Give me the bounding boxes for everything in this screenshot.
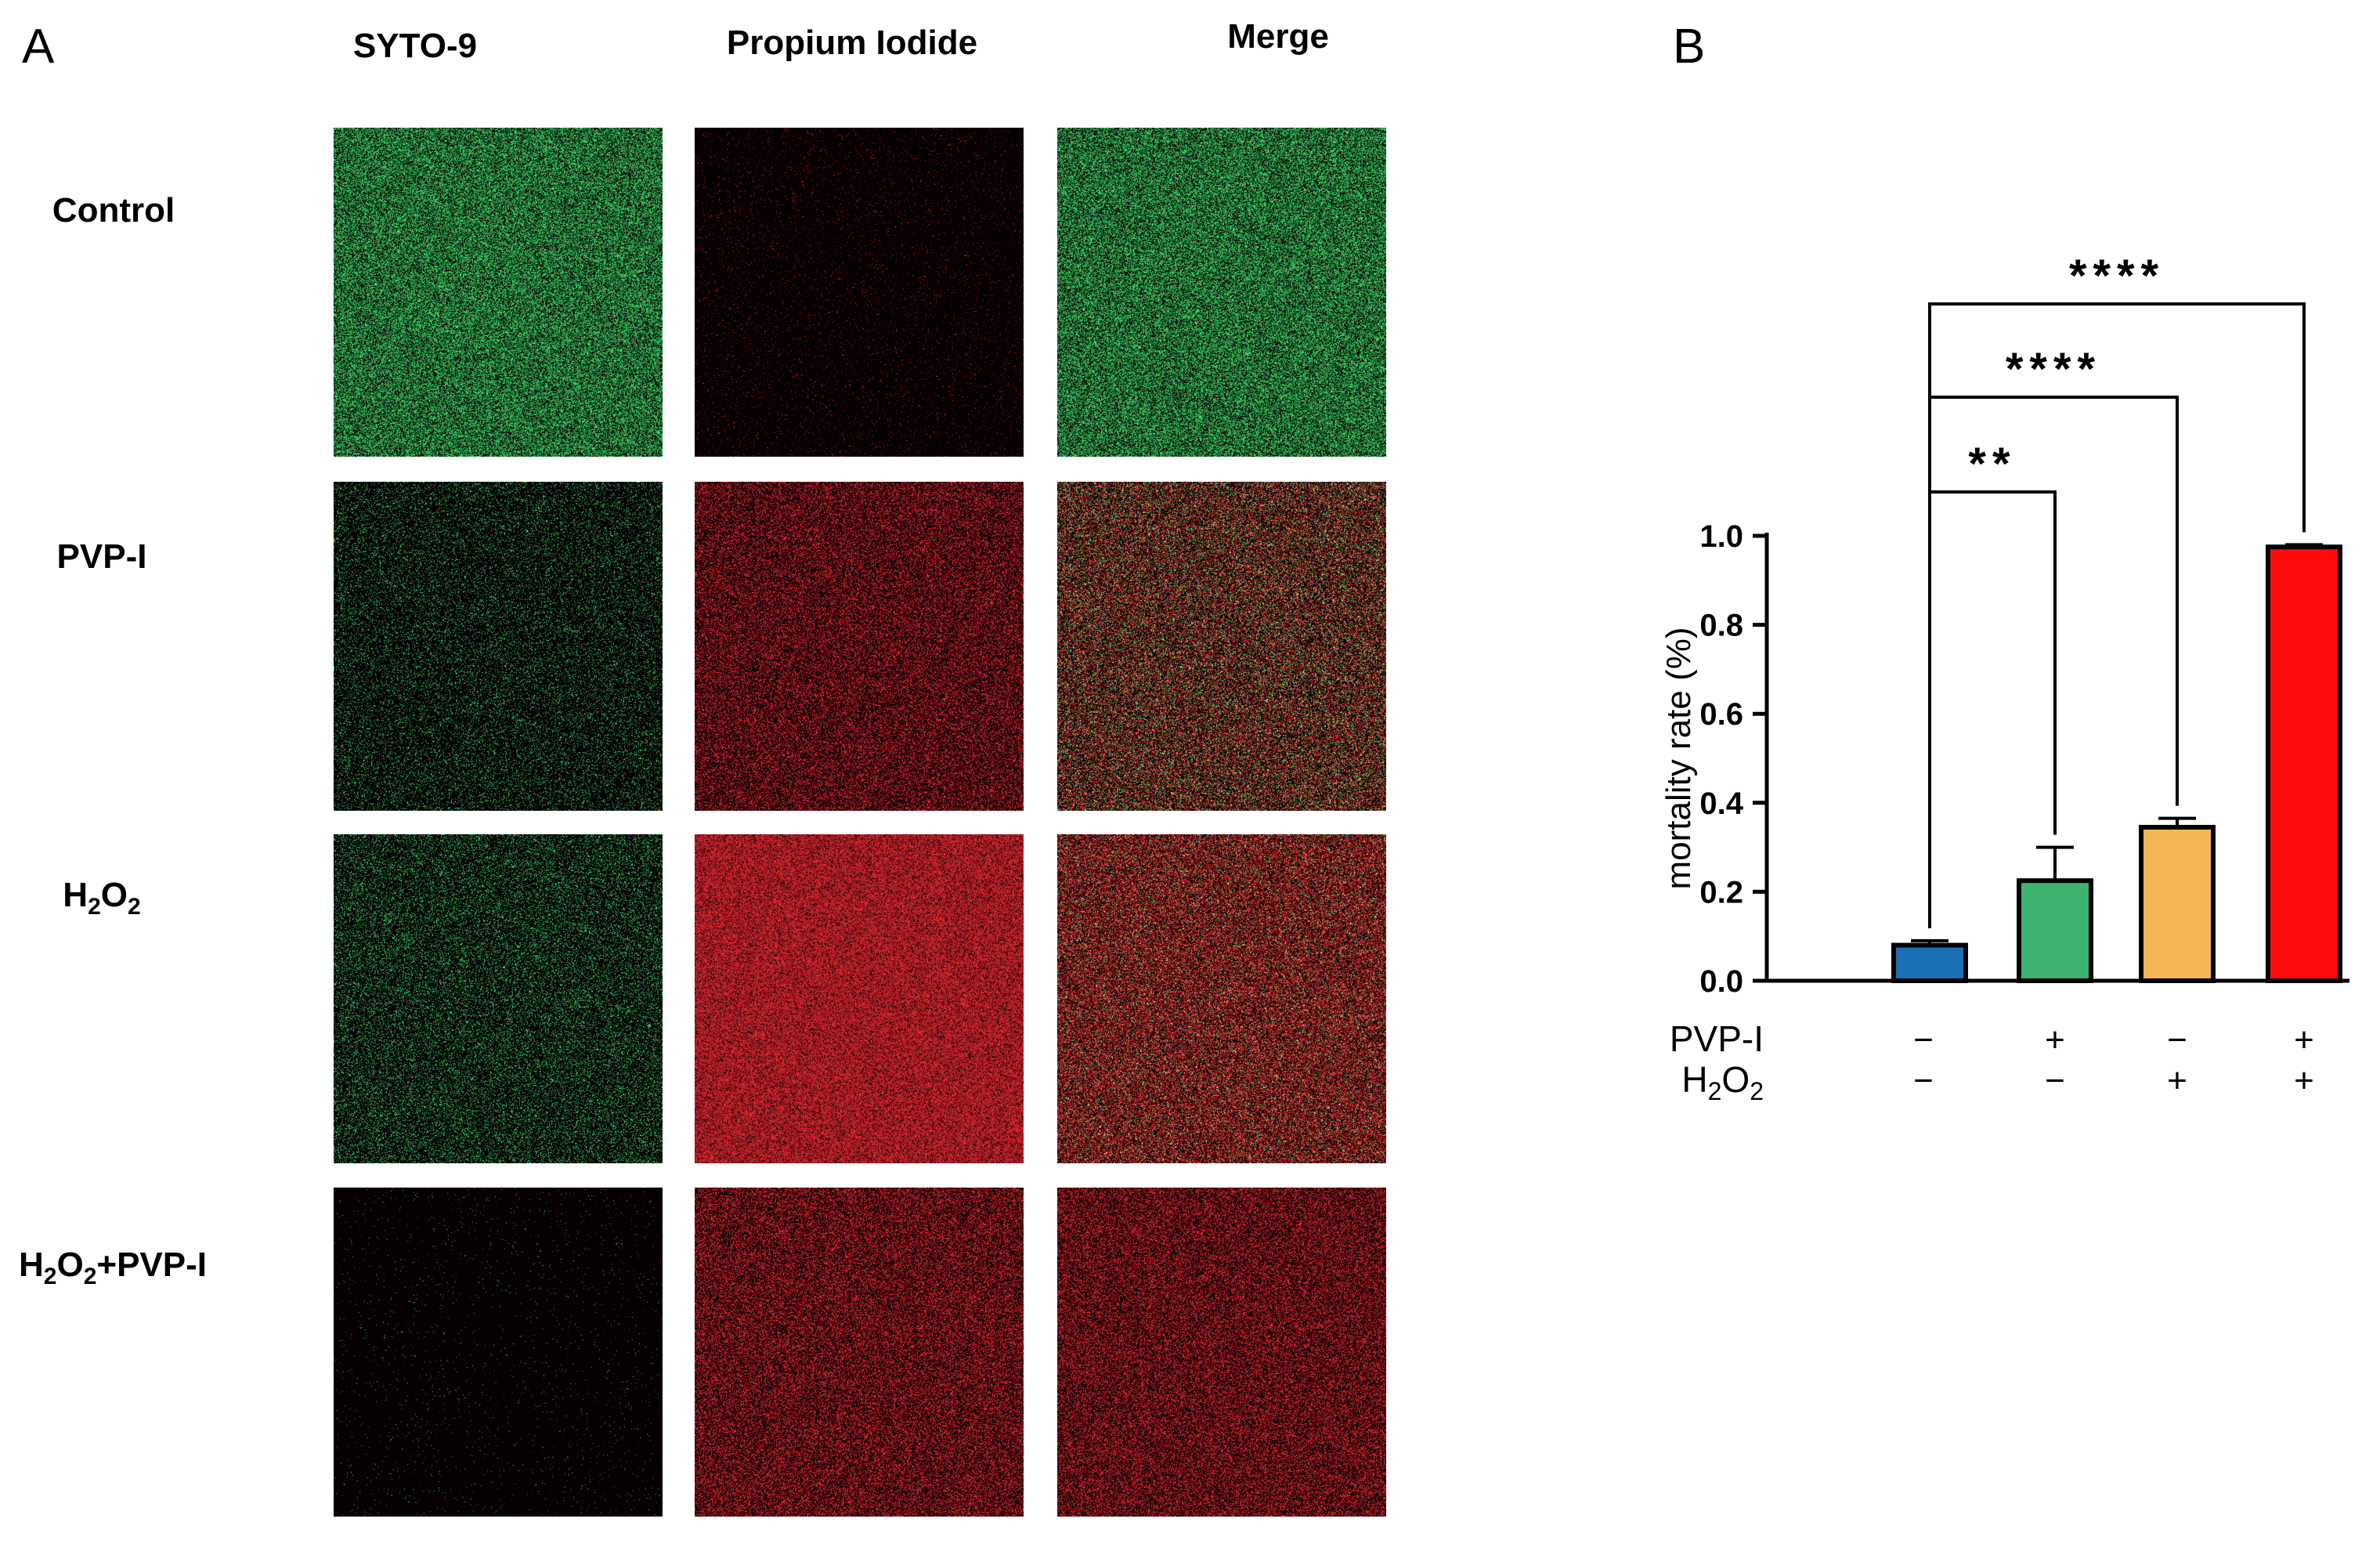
bar — [1891, 942, 1968, 983]
micrograph-h2o2-pvp-i-syto9 — [334, 1188, 663, 1517]
bar — [2266, 544, 2342, 983]
row-header-subscript: 2 — [88, 893, 101, 920]
condition-mark: + — [2294, 1061, 2314, 1100]
condition-mark: − — [2167, 1021, 2187, 1059]
row-header-pvp-i: PVP-I — [0, 537, 251, 577]
y-tick-label: 0.2 — [1699, 875, 1743, 909]
row-header-text: O — [100, 876, 128, 914]
y-axis-label: mortality rate (%) — [1659, 627, 1698, 890]
row-header-subscript: 2 — [83, 1263, 97, 1289]
row-header-text: PVP-I — [56, 537, 147, 576]
condition-mark: − — [2045, 1061, 2065, 1100]
row-header-control: Control — [0, 191, 262, 230]
column-header-propidium-iodide: Propium Iodide — [726, 24, 978, 62]
y-tick-label: 0.6 — [1699, 697, 1743, 732]
significance-stars: **** — [2069, 251, 2165, 302]
row-header-text: Control — [52, 191, 175, 230]
row-header-subscript: 2 — [43, 1263, 57, 1289]
micrograph-pvp-i-syto9 — [334, 482, 663, 811]
micrograph-pvp-i-pi — [695, 482, 1024, 811]
panel-label-b: B — [1673, 20, 1706, 74]
column-header-merge: Merge — [1227, 17, 1329, 56]
micrograph-h2o2-syto9 — [334, 834, 663, 1163]
micrograph-control-merge — [1057, 128, 1386, 457]
bar — [2017, 878, 2093, 984]
significance-bracket — [1928, 490, 2057, 928]
row-header-text: +PVP-I — [96, 1246, 207, 1284]
condition-mark: + — [2294, 1021, 2314, 1059]
row-header-text: H — [63, 876, 88, 914]
row-header-text: O — [56, 1246, 84, 1284]
condition-label: PVP-I — [1670, 1018, 1764, 1059]
y-tick-label: 0.8 — [1699, 609, 1743, 643]
micrograph-pvp-i-merge — [1057, 482, 1386, 811]
micrograph-h2o2-pvp-i-pi — [695, 1188, 1024, 1517]
micrograph-h2o2-pvp-i-merge — [1057, 1188, 1386, 1517]
y-tick-label: 0.4 — [1699, 786, 1743, 821]
significance-stars: **** — [2006, 344, 2101, 395]
row-header-h2o2-pvp-i: H2O2+PVP-I — [0, 1246, 262, 1290]
y-tick-label: 0.0 — [1699, 964, 1743, 999]
micrograph-h2o2-pi — [695, 834, 1024, 1163]
row-header-text: H — [18, 1246, 44, 1284]
condition-mark: + — [2167, 1061, 2187, 1100]
significance-bracket — [1928, 302, 2306, 928]
row-header-h2o2: H2O2 — [0, 876, 251, 920]
micrograph-control-pi — [695, 128, 1024, 457]
bar — [2139, 825, 2216, 983]
condition-mark: − — [1913, 1021, 1934, 1059]
y-tick-label: 1.0 — [1699, 519, 1743, 554]
significance-stars: ** — [1968, 439, 2016, 490]
condition-mark: − — [1913, 1061, 1934, 1100]
panel-label-a: A — [22, 20, 55, 74]
micrograph-h2o2-merge — [1057, 834, 1386, 1163]
condition-mark: + — [2045, 1021, 2065, 1059]
column-header-syto9: SYTO-9 — [352, 27, 478, 65]
row-header-subscript: 2 — [128, 893, 141, 920]
condition-label: H2O2 — [1681, 1059, 1764, 1105]
micrograph-control-syto9 — [334, 128, 663, 457]
